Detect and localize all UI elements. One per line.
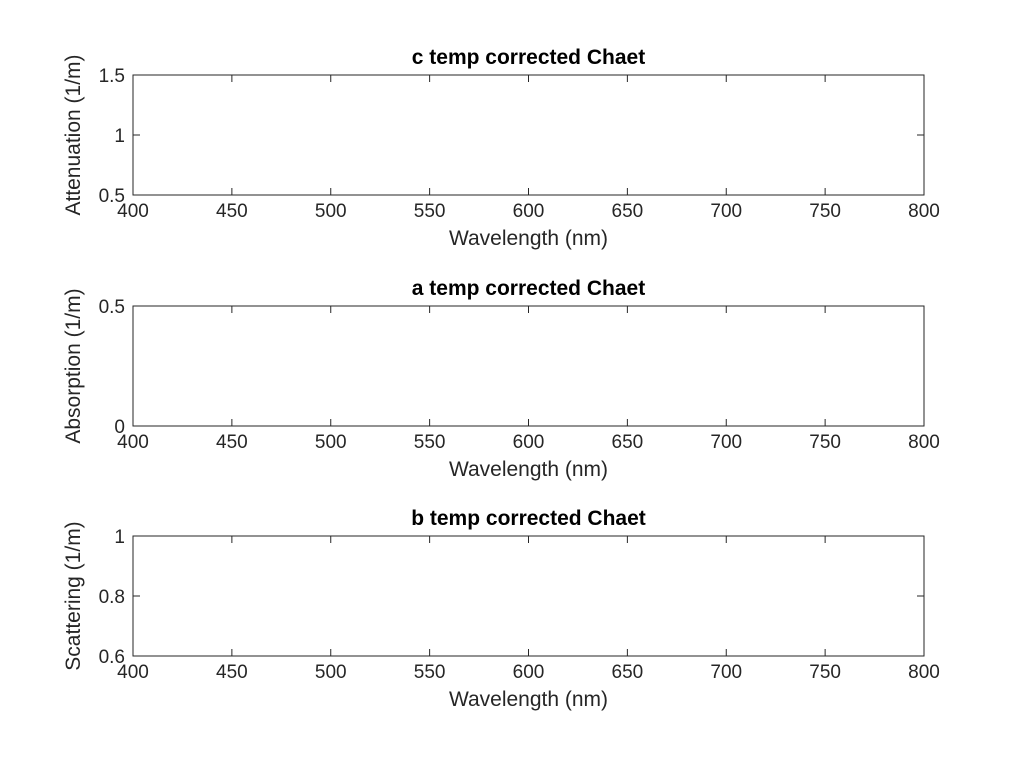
x-tick-label: 550: [414, 201, 446, 222]
x-tick-label: 750: [809, 201, 841, 222]
y-tick-label: 0.5: [99, 186, 125, 207]
x-tick-label: 400: [117, 662, 149, 683]
x-tick-label: 700: [710, 662, 742, 683]
x-tick-label: 650: [612, 662, 644, 683]
x-tick-label: 800: [908, 432, 940, 453]
x-tick-label: 700: [710, 432, 742, 453]
x-tick-label: 450: [216, 432, 248, 453]
subplot-1: 400 450 500 550 600 650 700 750 800 0.5 1 1.5 c temp…: [62, 46, 940, 250]
y-axis-label: Absorption (1/m): [62, 288, 85, 443]
axes-frame: [132, 74, 925, 196]
axes-frame: [132, 535, 925, 657]
x-axis-label: Wavelength (nm): [449, 227, 608, 250]
x-tick-label: 450: [216, 662, 248, 683]
x-tick-label: 500: [315, 201, 347, 222]
x-tick-label: 600: [513, 662, 545, 683]
x-tick-label: 550: [414, 432, 446, 453]
chart-title: b temp corrected Chaet: [411, 507, 646, 530]
subplot-2: 400 450 500 550 600 650 700 750 800 0 0.5 a temp co…: [62, 277, 940, 481]
x-axis-label: Wavelength (nm): [449, 458, 608, 481]
y-tick-label: 1.5: [99, 66, 125, 87]
y-tick-label: 0.5: [99, 297, 125, 318]
x-tick-label: 650: [612, 432, 644, 453]
x-tick-label: 400: [117, 201, 149, 222]
x-tick-label: 600: [513, 201, 545, 222]
y-tick-label: 0.6: [99, 647, 125, 668]
subplot-3: 400 450 500 550 600 650 700 750 800 0.6 0.8 1 b temp…: [62, 507, 940, 711]
x-tick-label: 400: [117, 432, 149, 453]
y-axis-label: Scattering (1/m): [62, 521, 85, 670]
x-axis-label: Wavelength (nm): [449, 688, 608, 711]
y-tick-label: 1: [114, 126, 125, 147]
chart-title: a temp corrected Chaet: [412, 277, 645, 300]
y-tick-label: 0: [114, 417, 125, 438]
x-tick-label: 800: [908, 662, 940, 683]
x-tick-label: 450: [216, 201, 248, 222]
chart-title: c temp corrected Chaet: [412, 46, 645, 69]
y-tick-label: 0.8: [99, 587, 125, 608]
x-tick-label: 500: [315, 432, 347, 453]
x-tick-label: 550: [414, 662, 446, 683]
y-axis-label: Attenuation (1/m): [62, 54, 85, 215]
x-tick-label: 600: [513, 432, 545, 453]
x-tick-label: 700: [710, 201, 742, 222]
x-tick-label: 750: [809, 662, 841, 683]
axes-frame: [132, 305, 925, 427]
x-tick-label: 750: [809, 432, 841, 453]
x-tick-label: 500: [315, 662, 347, 683]
x-tick-label: 650: [612, 201, 644, 222]
x-tick-label: 800: [908, 201, 940, 222]
y-tick-label: 1: [114, 527, 125, 548]
